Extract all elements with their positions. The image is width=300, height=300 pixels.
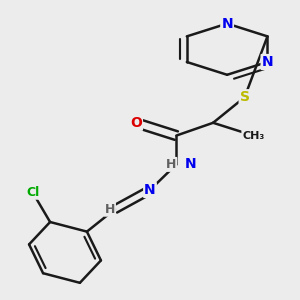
Text: CH₃: CH₃ <box>242 130 265 141</box>
Text: N: N <box>221 16 233 31</box>
Text: O: O <box>130 116 142 130</box>
Text: N: N <box>144 183 156 197</box>
Text: N: N <box>262 55 273 69</box>
Text: H: H <box>166 158 176 171</box>
Text: Cl: Cl <box>26 186 39 199</box>
Text: H: H <box>105 203 115 216</box>
Text: S: S <box>240 90 250 104</box>
Text: N: N <box>184 158 196 171</box>
